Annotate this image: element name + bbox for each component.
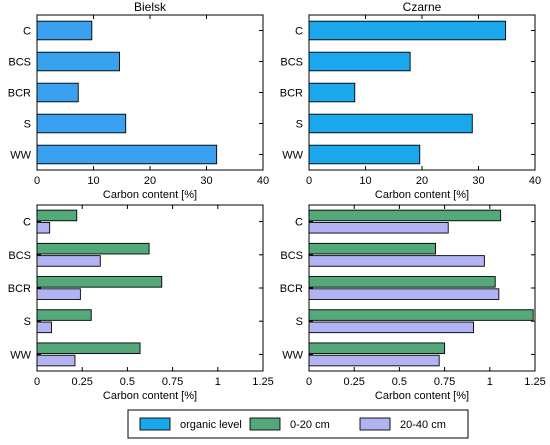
category-label: BCS — [280, 57, 303, 69]
bar — [308, 288, 500, 300]
x-tick-label: 40 — [257, 175, 269, 187]
category-label: S — [296, 119, 303, 131]
category-label: S — [24, 119, 31, 131]
x-tick-label: 10 — [359, 175, 371, 187]
bar — [36, 255, 101, 267]
legend-box — [127, 409, 469, 439]
x-tick-label: 30 — [200, 175, 212, 187]
bar — [36, 51, 120, 72]
bar — [36, 221, 51, 234]
x-axis-label: Carbon content [%] — [375, 390, 469, 402]
x-tick-label: 0.25 — [71, 376, 92, 388]
bar — [308, 51, 411, 72]
x-tick-label: 0.75 — [162, 376, 183, 388]
legend-swatch — [139, 417, 171, 431]
chart-panel: Czarne C BCS BCR S WW 0 10 20 30 40 Carbon content … — [280, 0, 541, 201]
category-label: WW — [10, 349, 31, 361]
x-tick-label: 0 — [34, 376, 40, 388]
chart-title: Bielsk — [134, 0, 167, 14]
chart-panel: C BCS BCR S WW 0 0.25 0.5 0.75 1 1.25 Carbon conten… — [280, 204, 546, 402]
bar — [36, 20, 93, 41]
category-label: BCR — [8, 88, 31, 100]
x-tick-label: 40 — [529, 175, 541, 187]
x-tick-label: 0.5 — [120, 376, 135, 388]
x-tick-label: 1 — [487, 376, 493, 388]
bar — [308, 242, 437, 255]
bar — [308, 20, 507, 41]
x-tick-label: 30 — [472, 175, 484, 187]
category-label: BCR — [280, 88, 303, 100]
x-tick-label: 1.25 — [252, 376, 273, 388]
category-label: S — [24, 316, 31, 328]
chart-panel: Bielsk C BCS BCR S WW 0 10 20 30 40 Carbon content … — [8, 0, 269, 201]
bar — [308, 342, 446, 355]
category-label: C — [23, 26, 31, 38]
x-axis-label: Carbon content [%] — [103, 390, 197, 402]
category-label: C — [295, 26, 303, 38]
bar — [308, 82, 356, 103]
category-label: BCS — [8, 57, 31, 69]
bar — [308, 309, 534, 321]
bar — [308, 321, 474, 334]
bar — [36, 82, 79, 103]
x-tick-label: 1.25 — [524, 376, 545, 388]
bar — [308, 354, 440, 367]
legend-label: 20-40 cm — [400, 419, 446, 431]
x-tick-label: 0.75 — [434, 376, 455, 388]
bar — [308, 221, 449, 234]
category-label: BCR — [280, 283, 303, 295]
legend-swatch — [359, 417, 391, 431]
bar — [308, 144, 421, 165]
bar — [36, 288, 81, 300]
bar — [36, 144, 218, 165]
bar — [36, 276, 163, 288]
legend: organic level 0-20 cm 20-40 cm — [127, 409, 469, 439]
bar — [36, 309, 92, 321]
bar — [308, 209, 502, 222]
bar — [36, 113, 127, 134]
category-label: C — [23, 217, 31, 229]
x-tick-label: 0 — [306, 175, 312, 187]
x-tick-label: 1 — [215, 376, 221, 388]
bar — [308, 276, 496, 288]
chart-title: Czarne — [403, 0, 442, 14]
x-tick-label: 0 — [306, 376, 312, 388]
bar — [36, 342, 141, 355]
x-tick-label: 10 — [87, 175, 99, 187]
chart-panel: C BCS BCR S WW 0 0.25 0.5 0.75 1 1.25 Carbon conten… — [8, 204, 274, 402]
category-label: BCR — [8, 283, 31, 295]
bar — [36, 354, 76, 367]
legend-label: organic level — [180, 419, 242, 431]
legend-swatch — [249, 417, 281, 431]
x-tick-label: 20 — [144, 175, 156, 187]
category-label: WW — [10, 150, 31, 162]
category-label: WW — [282, 150, 303, 162]
bar — [36, 209, 78, 222]
bar — [36, 242, 150, 255]
category-label: C — [295, 217, 303, 229]
category-label: S — [296, 316, 303, 328]
category-label: BCS — [280, 250, 303, 262]
bar — [308, 113, 473, 134]
x-tick-label: 0.25 — [343, 376, 364, 388]
category-label: WW — [282, 349, 303, 361]
category-label: BCS — [8, 250, 31, 262]
x-tick-label: 20 — [416, 175, 428, 187]
legend-label: 0-20 cm — [290, 419, 330, 431]
bar — [308, 255, 485, 267]
x-tick-label: 0.5 — [392, 376, 407, 388]
x-tick-label: 0 — [34, 175, 40, 187]
x-axis-label: Carbon content [%] — [103, 189, 197, 201]
bar — [36, 321, 52, 334]
x-axis-label: Carbon content [%] — [375, 189, 469, 201]
